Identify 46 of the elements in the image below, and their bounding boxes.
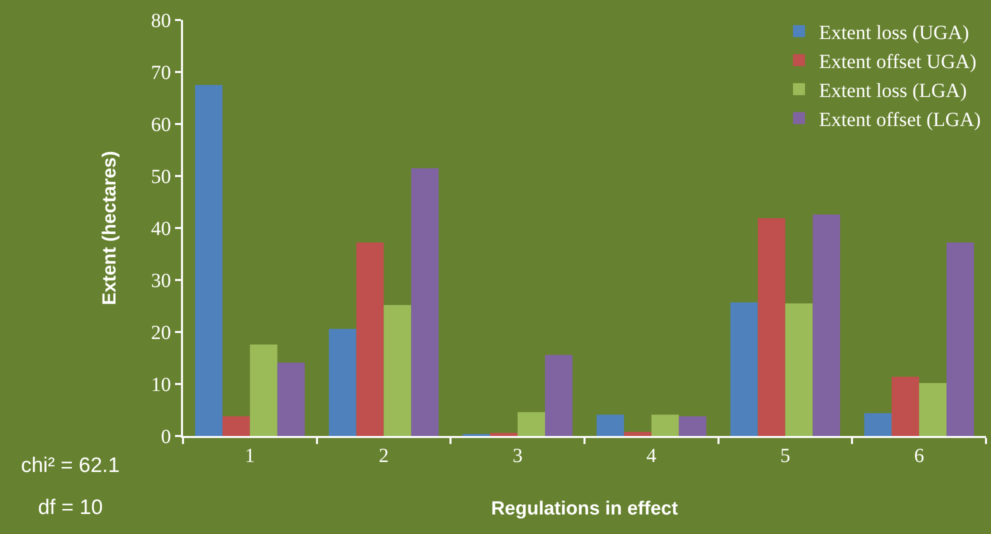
bar (651, 414, 679, 436)
x-tick-label: 5 (780, 445, 790, 467)
text: df = 10 (38, 496, 103, 519)
y-tick-label: 10 (151, 374, 171, 396)
bar (250, 344, 278, 436)
bar (758, 218, 786, 436)
y-tick-label: 0 (161, 426, 171, 448)
y-tick-label: 80 (151, 10, 171, 32)
x-tick-label: 2 (378, 445, 389, 467)
text: chi² = 62.1 (21, 454, 120, 477)
bar (919, 382, 947, 436)
bar (384, 304, 412, 436)
x-axis-title: Regulations in effect (491, 498, 679, 520)
bar (328, 328, 356, 436)
x-tick-label: 6 (914, 445, 924, 467)
bar (518, 412, 546, 436)
bar (277, 362, 305, 436)
bar (624, 432, 652, 436)
y-tick-label: 60 (151, 114, 171, 136)
y-tick-label: 40 (151, 218, 171, 240)
x-tick-label: 4 (646, 445, 656, 467)
bar (812, 214, 840, 436)
bar (785, 303, 813, 436)
bar (222, 416, 250, 436)
bar (411, 168, 439, 436)
legend-label: Extent offset UGA) (819, 50, 976, 73)
bar (892, 376, 920, 436)
x-tick-label: 3 (512, 445, 523, 467)
bar (545, 354, 572, 436)
y-tick-label: 30 (151, 270, 171, 292)
bar (596, 414, 624, 436)
bar (195, 85, 222, 436)
bar (946, 242, 974, 436)
legend-label: Extent loss (LGA) (819, 80, 967, 102)
legend-label: Extent offset (LGA) (819, 108, 981, 131)
bar (490, 432, 518, 436)
bar (730, 302, 758, 436)
y-axis-title: Extent (hectares) (99, 150, 120, 306)
x-tick-label: 1 (244, 445, 255, 467)
bar (356, 242, 384, 436)
bar (678, 416, 706, 436)
legend-label: Extent loss (UGA) (819, 22, 969, 44)
y-tick-label: 70 (151, 62, 171, 84)
y-tick-label: 20 (151, 322, 171, 344)
bar (864, 413, 892, 436)
y-tick-label: 50 (151, 166, 171, 188)
